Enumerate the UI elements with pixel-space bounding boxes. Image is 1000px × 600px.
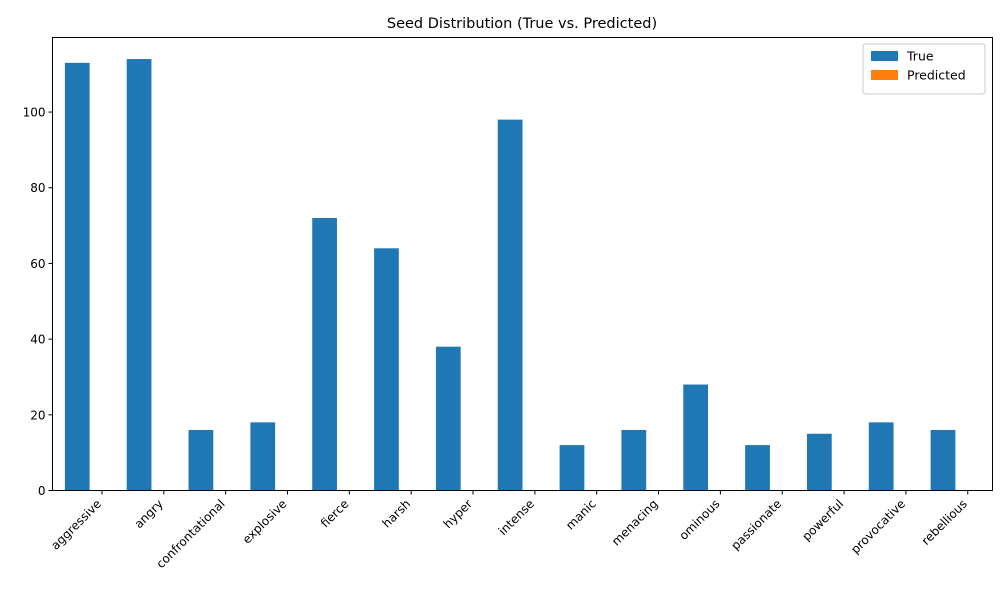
legend: True Predicted — [862, 43, 986, 95]
legend-swatch-true — [871, 51, 898, 61]
y-tick-label: 20 — [30, 408, 45, 422]
bar-true-passionate — [745, 445, 770, 491]
bar-true-provocative — [868, 422, 894, 491]
bar-true-intense — [497, 119, 523, 491]
chart-title: Seed Distribution (True vs. Predicted) — [387, 16, 657, 32]
bar-true-aggressive — [64, 62, 90, 491]
bars-group — [64, 59, 956, 491]
bar-true-menacing — [621, 429, 647, 491]
y-axis: 0 20 40 60 80 100 — [23, 106, 53, 498]
bar-true-manic — [559, 445, 585, 491]
bar-true-angry — [126, 59, 152, 491]
y-tick-label: 80 — [30, 181, 45, 195]
y-tick-label: 0 — [38, 484, 46, 498]
bar-true-fierce — [312, 218, 337, 491]
bar-true-explosive — [250, 422, 276, 491]
bar-true-confrontational — [188, 429, 214, 491]
bar-true-ominous — [683, 384, 709, 491]
y-tick-label: 60 — [30, 257, 45, 271]
plot-frame — [52, 37, 993, 491]
y-tick-label: 40 — [30, 333, 45, 347]
legend-label-true: True — [906, 49, 934, 64]
legend-label-predicted: Predicted — [907, 68, 966, 83]
bar-true-hyper — [435, 346, 461, 491]
bar-true-harsh — [374, 248, 399, 491]
y-tick-label: 100 — [23, 106, 46, 120]
legend-swatch-predicted — [871, 70, 898, 80]
bar-true-powerful — [806, 433, 832, 491]
bar-true-rebellious — [930, 429, 956, 491]
